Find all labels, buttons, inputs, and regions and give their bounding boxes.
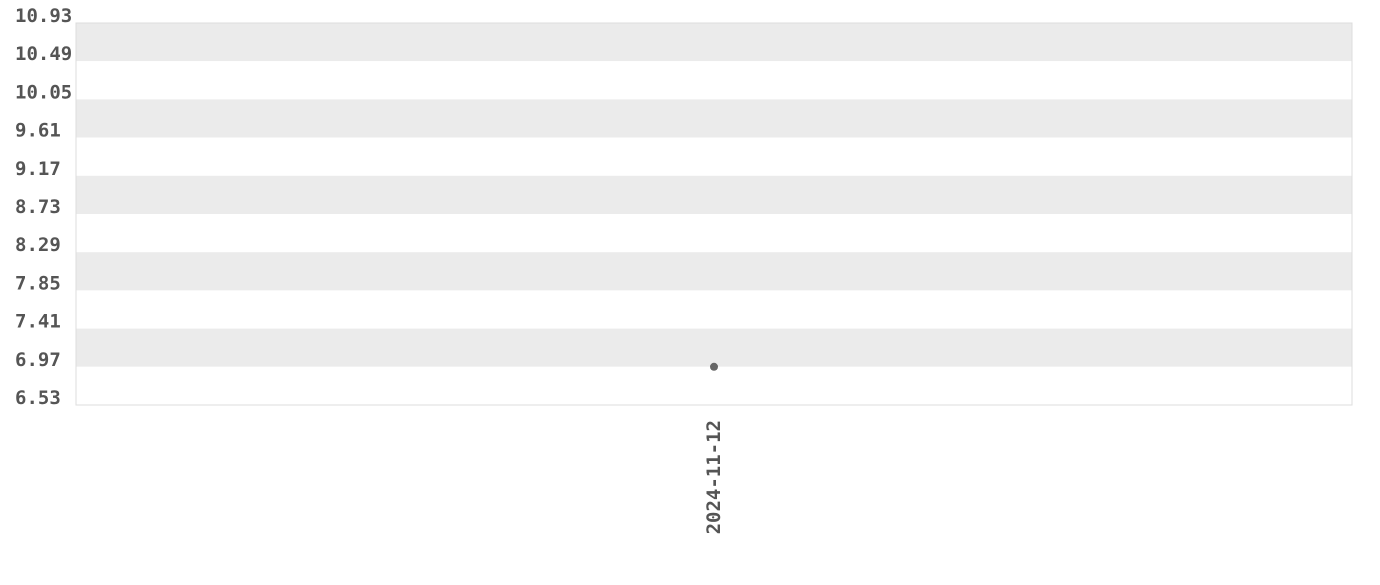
y-tick-label: 10.93 <box>15 5 72 27</box>
grid-band <box>76 366 1352 405</box>
y-tick-label: 9.61 <box>15 120 61 142</box>
grid-band <box>76 290 1352 329</box>
grid-band <box>76 23 1352 62</box>
data-points <box>710 362 718 371</box>
data-point[interactable] <box>710 362 718 371</box>
x-axis: 2024-11-12 <box>703 420 725 534</box>
grid-band <box>76 175 1352 214</box>
grid-band <box>76 328 1352 367</box>
grid-band <box>76 252 1352 291</box>
y-tick-label: 9.17 <box>15 158 61 180</box>
grid-band <box>76 137 1352 176</box>
y-tick-label: 6.97 <box>15 349 61 371</box>
y-tick-label: 6.53 <box>15 387 61 409</box>
y-tick-label: 7.41 <box>15 311 61 333</box>
grid-band <box>76 61 1352 100</box>
y-tick-label: 7.85 <box>15 272 61 294</box>
grid-bands <box>76 23 1352 405</box>
y-axis: 6.53 6.97 7.41 7.85 8.29 8.73 9.17 9.61 10.05 10.… <box>15 5 72 409</box>
plot-frame <box>75 22 1353 406</box>
y-tick-label: 8.73 <box>15 196 61 218</box>
x-tick-label: 2024-11-12 <box>703 420 725 534</box>
y-tick-label: 10.49 <box>15 43 72 65</box>
grid-band <box>76 214 1352 253</box>
grid-band <box>76 99 1352 138</box>
y-tick-label: 8.29 <box>15 234 61 256</box>
y-tick-label: 10.05 <box>15 81 72 103</box>
